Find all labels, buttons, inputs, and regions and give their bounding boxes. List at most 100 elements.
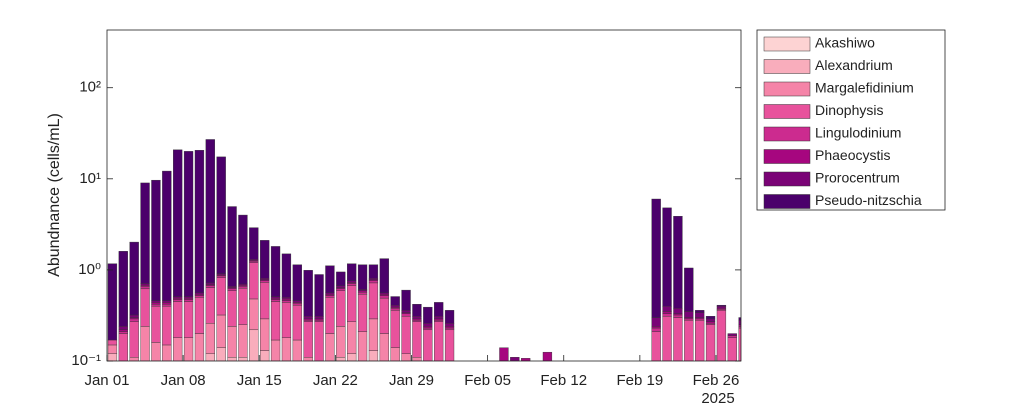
bar-segment [183,299,194,302]
bar-segment [368,318,379,351]
legend-label: Margalefidinium [815,80,914,96]
bar-segment [336,357,346,361]
bar-segment [129,317,139,320]
legend-label: Lingulodinium [815,125,901,141]
bar-segment [336,290,346,327]
bar-segment [379,294,389,296]
bar-segment [194,294,205,296]
bar-segment [347,263,357,281]
bar-segment [140,288,150,327]
bar-segment [292,303,302,306]
bar-segment [379,295,389,299]
bar-segment [194,292,205,295]
bar-segment [662,316,672,361]
bar-segment [173,296,183,299]
bar-segment [238,214,248,285]
bar-segment [162,304,172,307]
y-tick-label: 10² [79,79,101,96]
bar-segment [129,318,139,322]
bar-segment [129,321,139,358]
bar-segment [281,253,292,298]
legend-swatch [763,194,811,209]
bars [107,139,741,361]
bar-segment [314,316,324,320]
bar-segment [695,317,705,320]
bar-segment [107,353,118,361]
bar-segment [238,357,248,361]
bar-segment [444,326,455,329]
bar-segment [412,320,422,322]
bar-segment [314,274,324,317]
bar-segment [662,207,672,307]
bar-segment [705,321,716,324]
bar-segment [183,337,194,361]
bar-segment [716,310,727,361]
bar-segment [140,326,150,361]
bar-segment [695,318,705,321]
bar-segment [303,320,313,322]
bar-segment [357,290,368,293]
bar-segment [412,304,422,317]
bar-segment [227,206,237,287]
x-tick-label: Feb 12 [540,372,587,389]
y-axis-label: Abundnance (cells/mL) [46,113,63,277]
bar-segment [510,357,520,361]
bar-segment [412,357,422,361]
bar-segment [673,216,683,309]
bar-segment [173,299,183,302]
x-tick-label: Jan 22 [313,372,358,389]
legend-swatch [763,149,811,164]
legend-label: Akashiwo [815,35,875,51]
legend-label: Pseudo-nitzschia [815,192,922,208]
bar-segment [227,326,237,358]
bar-segment [281,302,292,338]
bar-segment [205,282,215,285]
bar-segment [205,287,215,324]
bar-segment [292,304,302,341]
bar-segment [499,347,509,361]
legend-swatch [763,104,811,119]
bar-segment [314,318,324,321]
bar-segment [379,258,389,294]
bar-segment [368,282,379,320]
bar-segment [303,357,313,361]
bar-segment [673,307,683,314]
bar-segment [325,294,335,296]
bar-segment [390,296,400,306]
bar-segment [379,292,389,295]
bar-segment [107,263,118,341]
bar-segment [357,331,368,361]
bar-segment [162,302,172,305]
bar-segment [151,305,161,343]
bar-segment [662,305,672,312]
bar-segment [727,333,737,336]
bar-segment [325,295,335,298]
bar-segment [423,326,433,329]
bar-segment [347,321,357,354]
bar-segment [216,277,226,316]
x-tick-label: Jan 29 [389,372,434,389]
bar-segment [738,326,741,329]
bar-segment [118,331,128,334]
bar-segment [379,333,389,361]
bar-segment [151,342,161,361]
bar-segment [162,344,172,361]
bar-segment [140,286,150,290]
bar-segment [705,324,716,361]
bar-segment [651,317,661,327]
bar-segment [390,347,400,361]
bar-segment [314,321,324,361]
bar-segment [227,290,237,327]
bar-segment [107,339,118,346]
bar-segment [684,317,694,320]
bar-segment [249,298,259,331]
bar-segment [738,320,741,325]
y-tick-label: 10⁻¹ [71,352,101,369]
bar-segment [684,267,694,312]
bar-segment [738,327,741,361]
bar-segment [401,316,411,354]
bar-segment [303,316,313,320]
bar-segment [270,299,281,302]
bar-segment [347,353,357,361]
y-tick-label: 10¹ [79,170,101,187]
